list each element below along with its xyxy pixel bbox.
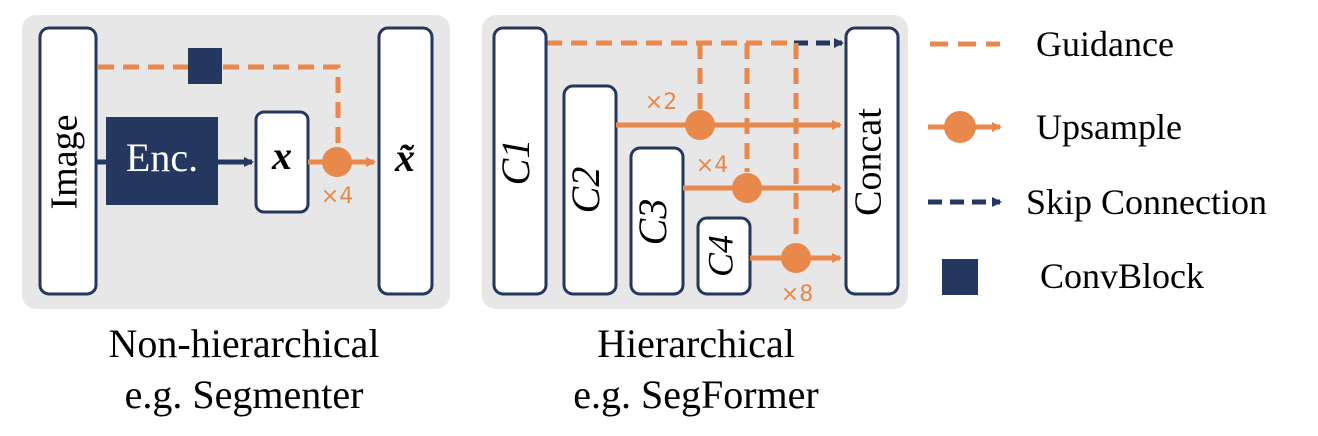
xtilde-box xyxy=(377,26,434,296)
guidance-path-left xyxy=(98,64,341,150)
convblock-square-left xyxy=(188,48,222,84)
factor-c3: ×4 xyxy=(696,153,728,178)
upsample-dot-c2 xyxy=(685,110,715,140)
upsample-factor-left: ×4 xyxy=(321,184,353,209)
concat-label: Concat xyxy=(848,108,890,216)
legend-upsample-dot xyxy=(944,111,976,143)
c3-label: C3 xyxy=(630,199,675,246)
upsample-dot-left xyxy=(322,147,352,177)
encoder-label: Enc. xyxy=(126,135,198,180)
right-caption-line1: Hierarchical xyxy=(597,321,795,366)
concat-box xyxy=(844,26,900,296)
left-caption-line2: e.g. Segmenter xyxy=(125,372,364,417)
hierarchical-panel: C1 C2 C3 C4 ×2 ×4 ×8 Concat Hierarchical… xyxy=(482,15,908,417)
legend: Guidance Upsample Skip Connection ConvBl… xyxy=(928,24,1267,296)
factor-c4: ×8 xyxy=(781,282,813,307)
legend-upsample-label: Upsample xyxy=(1036,107,1182,147)
c2-label: C2 xyxy=(563,167,608,214)
encoder-box xyxy=(106,117,218,205)
c1-box xyxy=(492,26,548,296)
legend-convblock-label: ConvBlock xyxy=(1040,256,1204,296)
c4-label: C4 xyxy=(700,235,740,277)
legend-convblock-swatch xyxy=(942,259,978,295)
left-caption-line1: Non-hierarchical xyxy=(109,321,380,366)
c1-label: C1 xyxy=(493,139,538,186)
factor-c2: ×2 xyxy=(645,90,677,115)
non-hierarchical-panel: Image Enc. x ×4 x̃ Non-hierarchical e.g.… xyxy=(22,15,450,417)
upsample-dot-c3 xyxy=(732,173,762,203)
c2-box xyxy=(562,84,618,296)
image-label: Image xyxy=(44,115,86,210)
x-label: x xyxy=(271,133,292,178)
legend-skip-label: Skip Connection xyxy=(1026,182,1267,222)
right-caption-line2: e.g. SegFormer xyxy=(573,372,819,417)
xtilde-label: x̃ xyxy=(394,135,415,180)
c3-box xyxy=(629,146,685,296)
upsample-dot-c4 xyxy=(781,243,811,273)
legend-guidance-label: Guidance xyxy=(1036,24,1174,64)
